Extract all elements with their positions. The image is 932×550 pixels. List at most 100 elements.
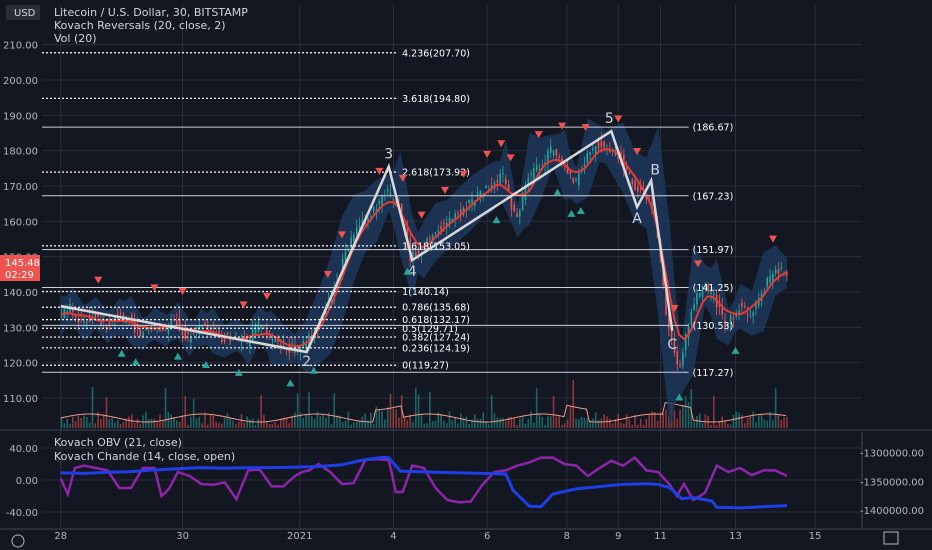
fib-level-label: 4.236(207.70)	[402, 48, 470, 59]
candle-body	[271, 338, 274, 341]
volume-bar	[403, 417, 406, 428]
volume-bar	[150, 418, 153, 428]
price-axis-tick: 160.00	[3, 217, 38, 228]
volume-bar	[77, 415, 80, 428]
volume-bar	[735, 411, 738, 428]
candle-body	[139, 328, 142, 337]
candle-body	[184, 324, 187, 339]
volume-bar	[206, 424, 209, 428]
candle-body	[426, 238, 428, 244]
candle-body	[386, 188, 389, 191]
volume-bar	[232, 421, 234, 428]
volume-bar	[294, 412, 296, 428]
candle-body	[80, 319, 83, 321]
volume-bar	[684, 396, 687, 428]
volume-bar	[370, 412, 372, 428]
candle-body	[507, 184, 510, 191]
volume-bar	[220, 423, 223, 428]
candle-body	[285, 349, 288, 351]
candle-body	[291, 343, 293, 345]
volume-bar	[786, 417, 788, 428]
candle-body	[549, 146, 552, 154]
volume-bar	[625, 414, 628, 428]
volume-bar	[426, 423, 428, 428]
currency-button-label: USD	[14, 8, 36, 19]
volume-bar	[662, 412, 664, 428]
volume-bar	[420, 413, 423, 428]
price-axis-tick: 130.00	[3, 323, 38, 334]
indicator-legend-obv[interactable]: Kovach OBV (21, close)	[54, 436, 182, 449]
swing-level-label: (167.23)	[693, 191, 734, 202]
sell-marker	[337, 231, 346, 239]
buy-marker	[234, 368, 243, 376]
candle-body	[254, 324, 257, 337]
sell-marker	[581, 124, 590, 132]
volume-bar	[178, 421, 181, 428]
volume-average-line	[60, 402, 787, 423]
volume-bar	[431, 421, 434, 428]
volume-bar	[66, 418, 68, 428]
candle-body	[741, 303, 743, 307]
time-axis-tick: 30	[176, 531, 189, 542]
volume-bar	[541, 417, 544, 428]
volume-bar	[173, 417, 175, 428]
volume-bar	[389, 393, 392, 428]
volume-bar	[97, 411, 99, 428]
candle-body	[600, 141, 603, 147]
volume-bar	[752, 411, 754, 428]
candle-body	[668, 307, 670, 329]
candle-body	[589, 152, 591, 155]
volume-bar	[381, 411, 383, 428]
candle-body	[710, 292, 712, 294]
volume-bar	[457, 423, 459, 428]
volume-bar	[190, 416, 192, 428]
volume-bar	[353, 422, 355, 428]
candle-body	[353, 235, 355, 242]
candle-body	[597, 141, 600, 149]
candle-body	[732, 318, 735, 320]
candle-body	[74, 313, 77, 318]
candle-body	[178, 317, 181, 328]
indicator-legend-volume[interactable]: Vol (20)	[54, 32, 97, 45]
indicator-legend-chande[interactable]: Kovach Chande (14, close, open)	[54, 450, 235, 463]
price-axis-tick: 110.00	[3, 394, 38, 405]
volume-bar	[235, 424, 237, 428]
time-axis-tick: 4	[390, 531, 396, 542]
fibonacci-levels: 4.236(207.70) 3.618(194.80) 2.618(173.92) 1…	[42, 48, 470, 372]
candle-body	[490, 185, 493, 188]
candle-body	[547, 150, 549, 165]
reversal-markers	[94, 115, 777, 401]
buy-marker	[675, 393, 684, 401]
candle-body	[727, 325, 729, 327]
volume-bar	[384, 419, 386, 428]
volume-bar	[170, 414, 172, 428]
buy-marker	[576, 206, 585, 214]
volume-bar	[347, 411, 350, 428]
volume-bar	[277, 424, 279, 428]
candle-body	[97, 312, 99, 317]
swing-levels: (186.67) (167.23) (151.97) (141.25) (130.53)…	[42, 123, 733, 379]
indicator-legend-reversals[interactable]: Kovach Reversals (20, close, 2)	[54, 19, 226, 32]
volume-bar	[583, 417, 586, 428]
candle-body	[265, 329, 268, 335]
fib-level-label: 0.786(135.68)	[402, 303, 470, 314]
volume-bar	[167, 412, 170, 428]
volume-bar	[519, 418, 521, 428]
volume-bar	[122, 421, 125, 428]
volume-bar	[128, 416, 130, 428]
candle-body	[226, 333, 229, 336]
volume-bar	[341, 422, 344, 428]
volume-bar	[524, 423, 527, 428]
candle-body	[220, 338, 223, 343]
candle-body	[707, 284, 709, 292]
buy-marker	[286, 379, 295, 387]
buy-marker	[117, 349, 126, 357]
candle-body	[389, 192, 392, 195]
time-axis-tick: 2021	[287, 531, 312, 542]
oscillator-left-tick: -40.00	[6, 508, 38, 519]
currency-button[interactable]	[6, 5, 40, 20]
candle-body	[527, 178, 530, 184]
candle-body	[71, 308, 74, 312]
volume-bar	[116, 420, 119, 428]
